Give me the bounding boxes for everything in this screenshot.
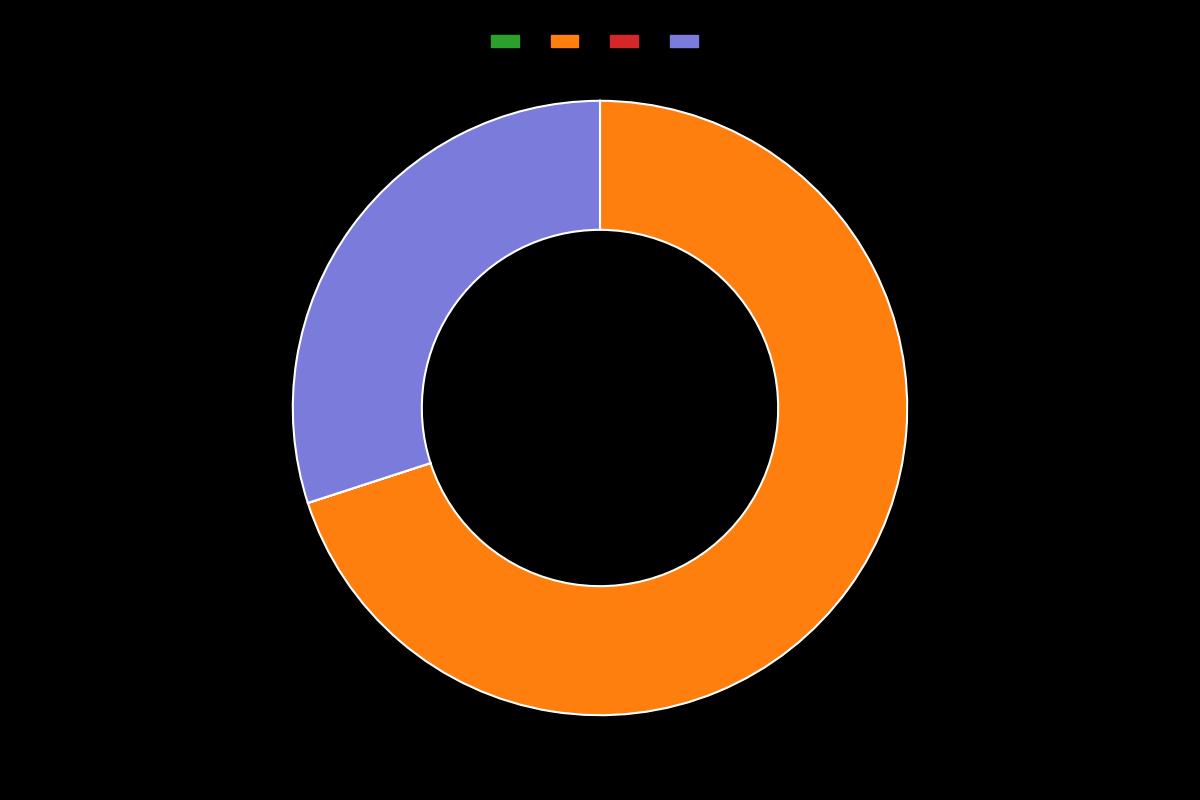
Wedge shape [293,101,600,503]
Wedge shape [308,101,907,715]
Wedge shape [308,463,431,503]
Legend: , , , : , , , [491,34,709,49]
